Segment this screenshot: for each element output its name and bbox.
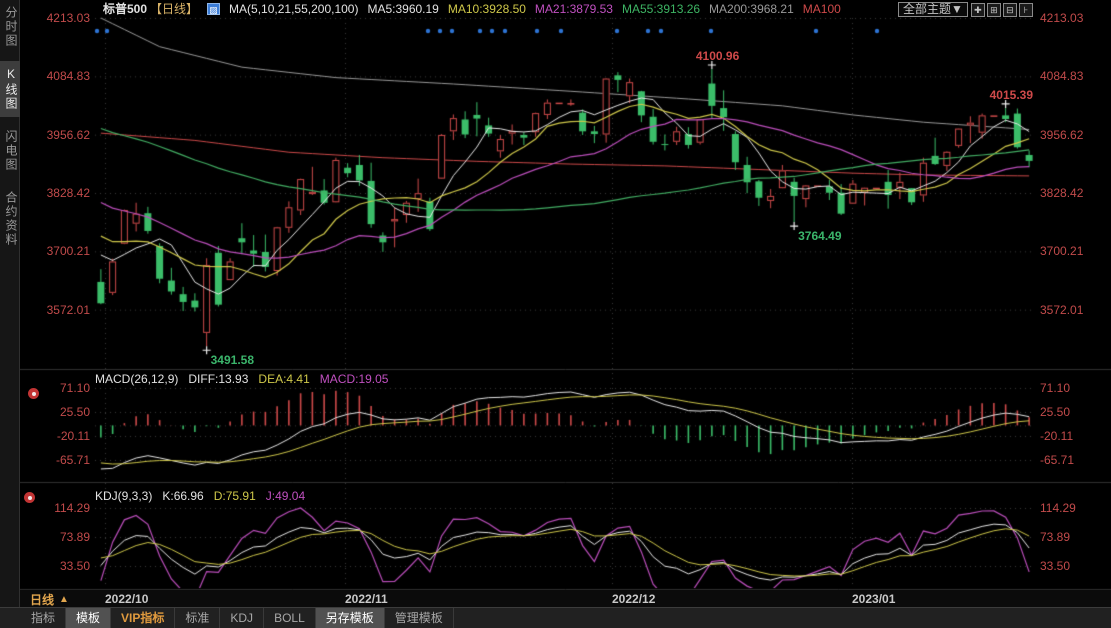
tab-管理模板[interactable]: 管理模板 — [385, 608, 454, 628]
macd-dea-value: DEA:4.41 — [258, 372, 310, 386]
annotation-3491.58: 3491.58 — [210, 353, 255, 368]
price-axis-label-left-3956.62: 3956.62 — [46, 127, 90, 142]
kdj-pane-settings-icon[interactable] — [24, 492, 35, 503]
macd-axis-label-left-71.10: 71.10 — [59, 380, 90, 395]
macd-axis-label-right-71.10: 71.10 — [1040, 380, 1071, 395]
date-axis-strip — [0, 590, 1111, 607]
kdj-axis-label-right-33.50: 33.50 — [1040, 559, 1071, 573]
macd-axis-label-left-25.50: 25.50 — [59, 404, 90, 419]
annotation-4015.39: 4015.39 — [989, 87, 1034, 102]
annotation-3764.49: 3764.49 — [798, 229, 842, 244]
kdj-title: KDJ(9,3,3) — [95, 489, 153, 503]
kdj-axis-label-right-114.29: 114.29 — [1040, 501, 1076, 515]
sidebar-tab-K线图[interactable]: K线图 — [0, 61, 20, 117]
kline-style-icon[interactable]: ▨ — [207, 2, 221, 15]
price-axis-label-left-3572.01: 3572.01 — [46, 302, 90, 317]
macd-axis-label-right--65.71: -65.71 — [1040, 452, 1075, 467]
ma10-value: MA10:3928.50 — [447, 1, 526, 16]
macd-axis-label-right-25.50: 25.50 — [1040, 404, 1071, 419]
macd-axis-label-left--20.11: -20.11 — [56, 428, 90, 443]
sidebar-tab-合约资料[interactable]: 合约资料 — [4, 191, 18, 247]
period-bracket: 【日线】 — [150, 2, 199, 16]
ma5-value: MA5:3960.19 — [367, 1, 439, 16]
price-axis-label-left-4084.83: 4084.83 — [46, 69, 90, 84]
chart-header: 标普500 【日线】 ▨ MA(5,10,21,55,200,100) MA5:… — [103, 1, 841, 17]
symbol-name: 标普500 — [103, 2, 148, 16]
price-axis-label-right-3700.21: 3700.21 — [1040, 244, 1084, 259]
ma100-value: MA100 — [802, 1, 841, 16]
price-axis-label-left-3700.21: 3700.21 — [46, 244, 90, 259]
period-arrow-icon: ▲ — [59, 594, 69, 605]
annotation-4100.96: 4100.96 — [695, 48, 740, 63]
month-label-2022/11: 2022/11 — [345, 592, 388, 606]
price-axis-label-left-3828.42: 3828.42 — [46, 185, 90, 200]
tab-另存模板[interactable]: 另存模板 — [315, 608, 385, 628]
macd-title: MACD(26,12,9) — [95, 372, 179, 386]
macd-axis-label-left--65.71: -65.71 — [55, 452, 90, 467]
ma55-value: MA55:3913.26 — [621, 1, 701, 16]
tab-指标[interactable]: 指标 — [21, 608, 67, 628]
ma-params-label: MA(5,10,21,55,200,100) — [229, 1, 359, 16]
kdj-axis-label-left-73.89: 73.89 — [59, 530, 90, 544]
macd-diff-value: DIFF:13.93 — [188, 372, 249, 386]
kdj-j-value: J:49.04 — [265, 489, 306, 503]
price-axis-label-right-3572.01: 3572.01 — [1040, 302, 1084, 317]
macd-header: MACD(26,12,9) DIFF:13.93 DEA:4.41 MACD:1… — [95, 372, 388, 386]
pane-arrow-icon[interactable]: ⊦ — [1018, 2, 1033, 17]
price-axis-label-right-4213.03: 4213.03 — [1040, 11, 1084, 25]
price-axis-label-right-4084.83: 4084.83 — [1040, 69, 1084, 84]
kdj-d-value: D:75.91 — [213, 489, 256, 503]
tab-标准[interactable]: 标准 — [175, 608, 221, 628]
top-toolbar: 全部主题▼ ✚ ⊞ ⊟ ⊦ — [898, 2, 1033, 17]
ma21-value: MA21:3879.53 — [534, 1, 613, 16]
tab-模板[interactable]: 模板 — [66, 608, 112, 628]
month-label-2023/01: 2023/01 — [852, 592, 896, 606]
macd-macd-value: MACD:19.05 — [319, 372, 389, 386]
macd-axis-label-right--20.11: -20.11 — [1040, 428, 1074, 443]
tab-BOLL[interactable]: BOLL — [264, 608, 316, 628]
sidebar-tab-闪电图[interactable]: 闪电图 — [4, 130, 18, 172]
kdj-header: KDJ(9,3,3) K:66.96 D:75.91 J:49.04 — [95, 489, 305, 503]
kdj-axis-label-left-114.29: 114.29 — [54, 501, 90, 515]
price-axis-label-left-4213.03: 4213.03 — [46, 11, 90, 25]
kdj-k-value: K:66.96 — [162, 489, 204, 503]
scale-right-icon[interactable]: ⊟ — [1002, 2, 1017, 17]
kdj-axis-label-left-33.50: 33.50 — [59, 559, 90, 573]
month-label-2022/10: 2022/10 — [105, 592, 149, 606]
price-axis-label-right-3828.42: 3828.42 — [1040, 185, 1084, 200]
tab-VIP指标[interactable]: VIP指标 — [111, 608, 176, 628]
theme-dropdown[interactable]: 全部主题▼ — [898, 2, 968, 17]
ma200-value: MA200:3968.21 — [709, 1, 794, 16]
kdj-axis-label-right-73.89: 73.89 — [1040, 530, 1071, 544]
scale-left-icon[interactable]: ⊞ — [986, 2, 1001, 17]
crosshair-icon[interactable]: ✚ — [970, 2, 985, 17]
price-axis-label-right-3956.62: 3956.62 — [1040, 127, 1084, 142]
period-label: 日线 — [30, 593, 55, 607]
tab-KDJ[interactable]: KDJ — [220, 608, 265, 628]
month-label-2022/12: 2022/12 — [612, 592, 656, 606]
macd-pane-settings-icon[interactable] — [28, 388, 39, 399]
sidebar-tab-分时图[interactable]: 分时图 — [4, 6, 18, 48]
period-button[interactable]: 日线 ▲ — [30, 591, 69, 608]
bottom-tabbar: 指标 模板 VIP指标 标准 KDJ BOLL 另存模板 管理模板 — [0, 607, 1111, 628]
left-sidebar: 分时图 K线图闪电图合约资料 — [0, 0, 20, 628]
toolbar-icons: ✚ ⊞ ⊟ ⊦ — [970, 2, 1033, 17]
